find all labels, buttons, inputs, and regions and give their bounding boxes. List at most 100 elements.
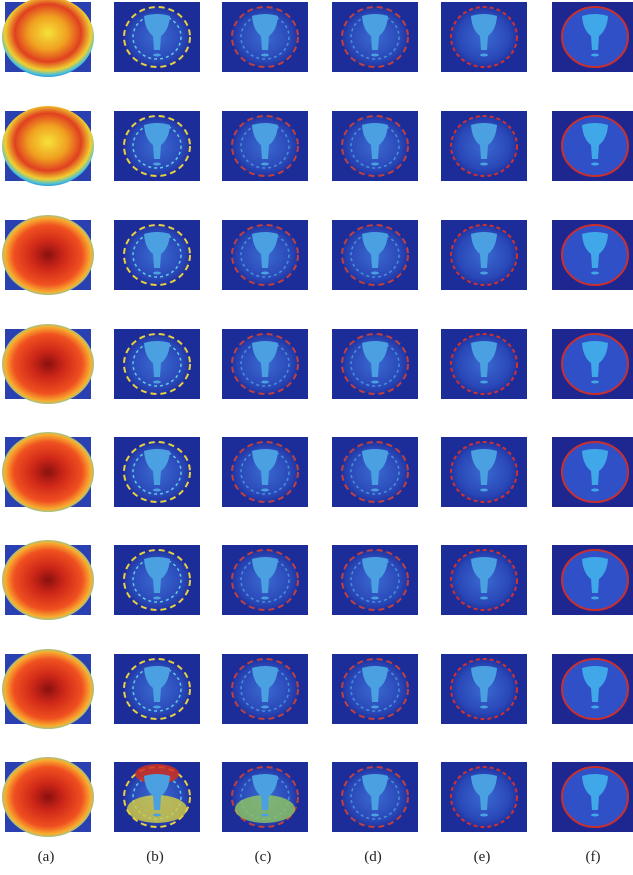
phantom-spot [371, 54, 379, 57]
phantom-spot [371, 163, 379, 166]
phantom-spot [591, 163, 599, 166]
image-cell [222, 220, 308, 290]
image-cell [2, 0, 94, 77]
image-cell [332, 2, 418, 72]
image-cell [552, 545, 633, 615]
figure: (a) (b) (c) (d) (e) (f) [0, 0, 633, 875]
image-cell [441, 762, 527, 832]
heat-map [2, 0, 94, 77]
heat-map [2, 106, 94, 186]
image-cell [114, 111, 200, 181]
heat-map [2, 757, 94, 837]
image-cell [2, 540, 94, 620]
phantom-spot [261, 54, 269, 57]
image-cell [332, 329, 418, 399]
image-cell [114, 220, 200, 290]
phantom-spot [153, 272, 161, 275]
phantom-spot [153, 489, 161, 492]
phantom-spot [480, 597, 488, 600]
image-cell [222, 654, 308, 724]
phantom-spot [591, 706, 599, 709]
phantom-spot [591, 54, 599, 57]
heat-map [2, 324, 94, 404]
phantom-spot [480, 381, 488, 384]
phantom-spot [153, 597, 161, 600]
heat-map [2, 215, 94, 295]
image-cell [441, 437, 527, 507]
phantom-spot [480, 272, 488, 275]
phantom-spot [153, 163, 161, 166]
phantom-spot [261, 272, 269, 275]
image-cell [332, 111, 418, 181]
phantom-spot [371, 814, 379, 817]
phantom-spot [480, 814, 488, 817]
phantom-spot [371, 489, 379, 492]
image-cell [552, 329, 633, 399]
phantom-spot [153, 54, 161, 57]
image-cell [222, 111, 308, 181]
phantom-spot [153, 706, 161, 709]
heat-map [2, 649, 94, 729]
image-cell [552, 220, 633, 290]
image-cell [2, 215, 94, 295]
image-cell [332, 654, 418, 724]
image-cell [2, 757, 94, 837]
image-cell [332, 220, 418, 290]
column-label: (e) [474, 849, 491, 865]
image-cell [114, 545, 200, 615]
column-label: (d) [364, 849, 382, 865]
image-cell [114, 2, 200, 72]
phantom-spot [591, 597, 599, 600]
phantom-spot [261, 489, 269, 492]
image-cell [2, 106, 94, 186]
phantom-spot [591, 489, 599, 492]
image-cell [114, 437, 200, 507]
column-label: (b) [146, 849, 164, 865]
phantom-spot [371, 272, 379, 275]
phantom-spot [371, 706, 379, 709]
column-labels: (a) (b) (c) (d) (e) (f) [38, 849, 601, 865]
image-cell [441, 654, 527, 724]
image-cell [2, 432, 94, 512]
image-cell [552, 2, 633, 72]
column-label: (c) [255, 849, 272, 865]
phantom-spot [261, 706, 269, 709]
phantom-spot [591, 272, 599, 275]
image-cell [552, 437, 633, 507]
phantom-spot [371, 597, 379, 600]
column-label: (f) [586, 849, 601, 865]
image-cell [441, 545, 527, 615]
image-cell [552, 762, 633, 832]
image-cell [552, 111, 633, 181]
image-cell [222, 2, 308, 72]
column-label: (a) [38, 849, 55, 865]
image-cell [222, 762, 308, 832]
phantom-spot [480, 163, 488, 166]
heat-map [2, 540, 94, 620]
image-cell [114, 762, 200, 832]
phantom-spot [480, 706, 488, 709]
image-cell [441, 329, 527, 399]
phantom-spot [591, 381, 599, 384]
image-cell [552, 654, 633, 724]
image-grid [2, 0, 633, 837]
image-cell [332, 545, 418, 615]
phantom-spot [371, 381, 379, 384]
image-cell [222, 329, 308, 399]
image-cell [441, 2, 527, 72]
phantom-spot [153, 814, 161, 817]
image-cell [222, 437, 308, 507]
phantom-spot [480, 54, 488, 57]
phantom-spot [153, 381, 161, 384]
image-cell [114, 329, 200, 399]
phantom-spot [591, 814, 599, 817]
phantom-spot [480, 489, 488, 492]
image-cell [332, 762, 418, 832]
image-cell [441, 220, 527, 290]
phantom-spot [261, 381, 269, 384]
heat-map [2, 432, 94, 512]
image-cell [441, 111, 527, 181]
image-cell [2, 324, 94, 404]
image-cell [222, 545, 308, 615]
image-cell [114, 654, 200, 724]
